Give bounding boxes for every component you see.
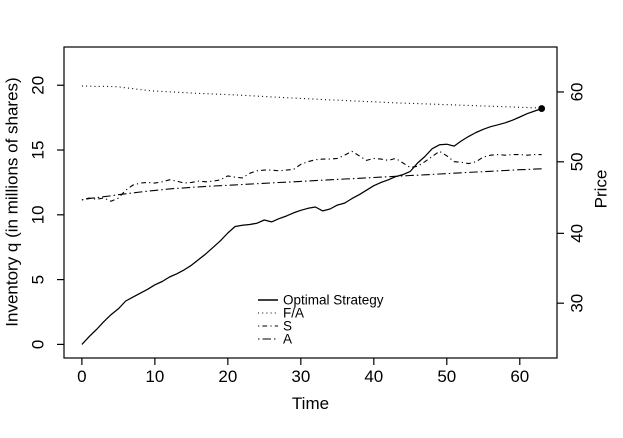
- y-axis-right-title: Price: [592, 170, 611, 209]
- y-left-tick-label: 5: [29, 275, 48, 284]
- y-right-tick-label: 60: [568, 83, 587, 102]
- x-axis: 0 10 20 30 40 50 60: [77, 358, 529, 386]
- y-right-tick-label: 30: [568, 294, 587, 313]
- x-tick-label: 50: [437, 367, 456, 386]
- series-line-s: [81, 150, 542, 202]
- plot-box: [63, 46, 558, 359]
- y-right-tick-label: 50: [568, 152, 587, 171]
- legend-label: F/A: [283, 306, 304, 321]
- y-left-tick-label: 0: [29, 340, 48, 349]
- series-lines: [81, 85, 546, 345]
- y-left-tick-label: 20: [29, 76, 48, 95]
- x-tick-label: 20: [218, 367, 237, 386]
- legend-label: S: [283, 319, 292, 334]
- y-left-tick-label: 15: [29, 141, 48, 160]
- plot-border: [63, 46, 558, 359]
- legend-label: A: [283, 332, 292, 347]
- series-end-dot: [538, 105, 546, 112]
- x-tick-label: 0: [77, 367, 86, 386]
- series-line-optimal-strategy: [81, 108, 542, 345]
- x-tick-label: 40: [364, 367, 383, 386]
- y-right-tick-label: 40: [568, 224, 587, 243]
- y-axis-right: 30 40 50 60: [557, 83, 587, 313]
- y-left-tick-label: 10: [29, 205, 48, 224]
- x-tick-label: 30: [291, 367, 310, 386]
- y-axis-left: 0 5 10 15 20: [29, 76, 64, 349]
- x-axis-title: Time: [292, 394, 329, 413]
- y-axis-left-title: Inventory q (in millions of shares): [3, 77, 22, 326]
- series-line-a: [81, 168, 542, 201]
- x-tick-label: 10: [145, 367, 164, 386]
- series-line-f-a: [81, 85, 542, 109]
- legend-label: Optimal Strategy: [283, 293, 384, 308]
- x-tick-label: 60: [510, 367, 529, 386]
